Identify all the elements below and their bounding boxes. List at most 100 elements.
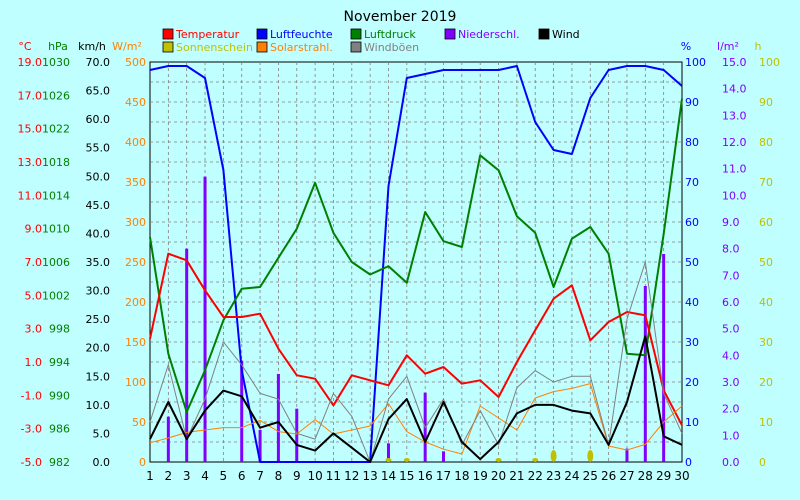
bar-Niederschl. (166, 416, 170, 462)
x-tick-label: 17 (436, 469, 451, 483)
y-tick-label-rain: 10.0 (722, 189, 747, 202)
y-tick-label-solar: 300 (125, 216, 146, 229)
y-tick-label-sun: 70 (759, 176, 773, 189)
y-tick-label-solar: 0 (139, 456, 146, 469)
y-tick-label-press: 1030 (42, 56, 70, 69)
x-tick-label: 21 (509, 469, 524, 483)
y-tick-label-temp: 17.0 (18, 89, 43, 102)
legend-label: Solarstrahl. (270, 41, 333, 54)
series-line-Solarstrahl. (149, 383, 683, 455)
x-tick-label: 30 (674, 469, 689, 483)
x-tick-label: 22 (528, 469, 543, 483)
legend-label: Niederschl. (458, 28, 520, 41)
y-tick-label-hum: 50 (685, 256, 699, 269)
bar-Sonnenschein (532, 458, 539, 462)
y-tick-label-press: 1010 (42, 223, 70, 236)
y-tick-label-sun: 90 (759, 96, 773, 109)
x-tick-label: 5 (220, 469, 228, 483)
y-tick-label-wind: 10.0 (86, 399, 111, 412)
bar-Niederschl. (625, 448, 629, 462)
y-tick-label-temp: 7.0 (25, 256, 43, 269)
y-tick-label-temp: 13.0 (18, 156, 43, 169)
bar-Niederschl. (442, 451, 446, 462)
y-tick-label-sun: 50 (759, 256, 773, 269)
axis-title-temp: °C (18, 40, 32, 53)
y-tick-label-rain: 6.0 (722, 296, 740, 309)
x-tick-label: 8 (275, 469, 283, 483)
x-tick-label: 25 (583, 469, 598, 483)
legend-label: Luftfeuchte (270, 28, 333, 41)
y-tick-label-sun: 60 (759, 216, 773, 229)
axis-title-press: hPa (48, 40, 68, 53)
y-tick-label-rain: 15.0 (722, 56, 747, 69)
x-tick-label: 11 (326, 469, 341, 483)
y-tick-label-rain: 4.0 (722, 349, 740, 362)
x-tick-label: 20 (491, 469, 506, 483)
y-tick-label-rain: 8.0 (722, 243, 740, 256)
y-tick-label-sun: 20 (759, 376, 773, 389)
x-tick-label: 13 (362, 469, 377, 483)
y-tick-label-sun: 0 (759, 456, 766, 469)
axis-titles: °C hPa km/h W/m²% l/m² h (18, 40, 761, 53)
y-tick-label-hum: 100 (685, 56, 706, 69)
bar-Sonnenschein (403, 458, 410, 462)
y-tick-label-hum: 40 (685, 296, 699, 309)
y-tick-label-wind: 50.0 (86, 170, 111, 183)
x-tick-label: 10 (307, 469, 322, 483)
y-tick-label-temp: 11.0 (18, 189, 43, 202)
y-tick-label-rain: 11.0 (722, 163, 747, 176)
y-tick-label-temp: 9.0 (25, 223, 43, 236)
y-tick-label-rain: 14.0 (722, 83, 747, 96)
line-series (149, 65, 683, 463)
bar-Niederschl. (185, 248, 189, 462)
y-tick-label-temp: 19.0 (18, 56, 43, 69)
x-tick-label: 9 (293, 469, 301, 483)
bar-Niederschl. (386, 443, 390, 462)
y-tick-label-wind: 15.0 (86, 370, 111, 383)
y-tick-label-rain: 7.0 (722, 269, 740, 282)
x-axis: 1 2 3 4 5 6 7 8 9 10 11 12 13 14 15 16 17 18 19 20 21 22 23 24 2… (146, 469, 689, 483)
y-tick-label-rain: 0.0 (722, 456, 740, 469)
axis-title-solar: W/m² (112, 40, 142, 53)
legend-swatch (162, 41, 174, 53)
legend-label: Luftdruck (364, 28, 416, 41)
y-tick-label-press: 1018 (42, 156, 70, 169)
y-tick-label-rain: 9.0 (722, 216, 740, 229)
y-tick-label-press: 1014 (42, 189, 70, 202)
y-tick-label-wind: 55.0 (86, 142, 111, 155)
y-tick-label-hum: 0 (685, 456, 692, 469)
legend-swatch (256, 41, 268, 53)
legend-swatch (538, 28, 550, 40)
y-tick-label-solar: 400 (125, 136, 146, 149)
y-tick-label-solar: 250 (125, 256, 146, 269)
x-tick-label: 7 (256, 469, 264, 483)
axis-title-wind: km/h (78, 40, 106, 53)
bar-Niederschl. (203, 176, 207, 462)
y-tick-label-press: 1022 (42, 123, 70, 136)
chart-title: November 2019 (344, 9, 457, 25)
bar-Sonnenschein (550, 450, 557, 462)
legend-swatch (256, 28, 268, 40)
y-tick-label-wind: 25.0 (86, 313, 111, 326)
bar-Niederschl. (295, 408, 299, 462)
y-tick-label-temp: -5.0 (21, 456, 42, 469)
y-tick-label-rain: 1.0 (722, 429, 740, 442)
y-tick-label-wind: 40.0 (86, 227, 111, 240)
x-tick-label: 26 (601, 469, 616, 483)
bar-Sonnenschein (495, 458, 502, 462)
y-tick-label-wind: 70.0 (86, 56, 111, 69)
y-tick-label-solar: 200 (125, 296, 146, 309)
x-tick-label: 29 (656, 469, 671, 483)
y-tick-label-hum: 10 (685, 416, 699, 429)
x-tick-label: 16 (418, 469, 433, 483)
y-tick-label-press: 998 (49, 323, 70, 336)
axis-title-rain: l/m² (717, 40, 739, 53)
series-line-Luftdruck (149, 98, 683, 413)
y-tick-label-temp: 3.0 (25, 323, 43, 336)
x-tick-label: 18 (454, 469, 469, 483)
bar-Niederschl. (662, 254, 666, 462)
series-line-Luftfeuchte (149, 65, 683, 463)
y-tick-label-wind: 45.0 (86, 199, 111, 212)
bar-Niederschl. (258, 430, 262, 462)
